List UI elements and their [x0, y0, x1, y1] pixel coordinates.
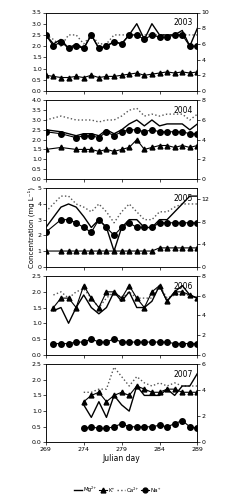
Text: 2003: 2003 — [173, 18, 193, 27]
Text: 2004: 2004 — [173, 106, 193, 115]
Legend: Mg²⁺, K⁺, Ca²⁺, Na⁺: Mg²⁺, K⁺, Ca²⁺, Na⁺ — [72, 484, 163, 494]
Y-axis label: Concentration (mg L⁻¹): Concentration (mg L⁻¹) — [27, 187, 35, 268]
Text: 2007: 2007 — [173, 370, 193, 378]
Text: 2006: 2006 — [173, 282, 193, 290]
X-axis label: Julian day: Julian day — [103, 454, 141, 464]
Text: 2005: 2005 — [173, 194, 193, 203]
